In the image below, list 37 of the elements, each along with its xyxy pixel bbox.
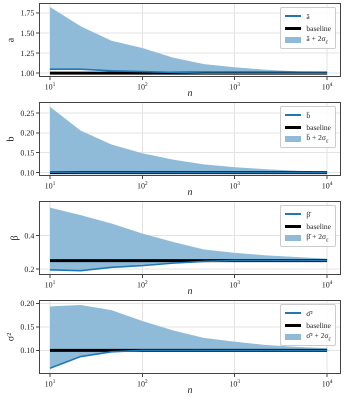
x-axis-title: n	[188, 187, 192, 198]
x-tick-label: 10$^{2}$	[136, 280, 148, 290]
x-tick-label: 10$^{4}$	[322, 82, 333, 92]
y-tick-label: 1.75	[20, 8, 34, 18]
y-tick-label: 0.4	[24, 231, 34, 240]
x-axis-title: n	[188, 385, 192, 396]
x-tick-label: 10$^{3}$	[229, 280, 240, 290]
x-tick-label: 10$^{1}$	[44, 181, 56, 191]
x-tick-label: 10$^{3}$	[229, 82, 240, 92]
y-tick-label: 1.00	[20, 68, 34, 78]
x-tick-label: 10$^{2}$	[136, 379, 148, 389]
x-tick-label: 10$^{4}$	[322, 280, 333, 290]
x-axis-title: n	[188, 88, 192, 99]
y-axis-title: a	[5, 37, 16, 42]
y-tick-label: 1.25	[20, 48, 34, 58]
x-tick-label: 10$^{1}$	[44, 280, 56, 290]
y-tick-label: 0.2	[24, 264, 34, 274]
y-tick-label: 0.20	[20, 128, 34, 138]
y-tick-label: 0.10	[20, 346, 34, 356]
y-tick-label: 0.20	[20, 299, 34, 308]
y-tick-label: 0.15	[20, 148, 34, 158]
x-axis-title: n	[188, 286, 192, 297]
y-tick-label: 0.25	[20, 108, 34, 118]
x-tick-label: 10$^{4}$	[322, 181, 333, 191]
y-axis-title: β	[9, 235, 20, 241]
x-tick-label: 10$^{2}$	[136, 181, 148, 191]
x-tick-label: 10$^{3}$	[229, 181, 240, 191]
y-tick-label: 0.15	[20, 322, 34, 332]
x-tick-label: 10$^{3}$	[229, 379, 240, 389]
y-axis-title: σ²	[5, 332, 16, 342]
y-tick-label: 1.50	[20, 28, 34, 38]
x-tick-label: 10$^{1}$	[44, 379, 56, 389]
y-axis-title: b	[5, 136, 16, 142]
y-tick-label: 0.10	[20, 168, 34, 178]
x-tick-label: 10$^{4}$	[322, 379, 333, 389]
x-tick-label: 10$^{1}$	[44, 82, 56, 92]
x-tick-label: 10$^{2}$	[136, 82, 148, 92]
